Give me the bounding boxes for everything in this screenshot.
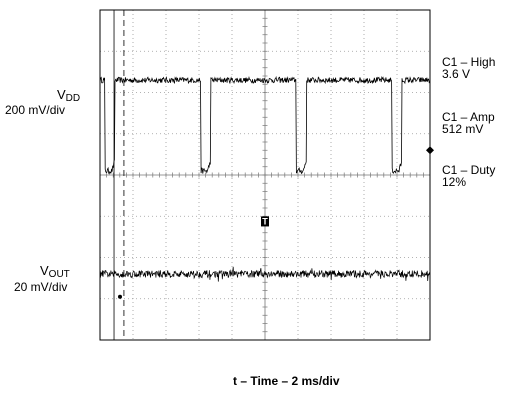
- cursor-lines: [113, 10, 125, 340]
- vdd-label-main: V: [57, 87, 66, 102]
- vout-label: VOUT: [40, 264, 70, 281]
- plot-frame: [99, 9, 431, 341]
- vout-scale: 20 mV/div: [14, 280, 68, 294]
- ch2-ground-marker: [118, 294, 122, 299]
- c1-high-label: C1 – High: [442, 55, 496, 69]
- trigger-marker-box: [261, 216, 269, 227]
- c1-duty-value: 12%: [442, 175, 467, 189]
- vdd-trace: [99, 75, 431, 175]
- traces: [99, 75, 431, 282]
- trigger-marker-label: T: [262, 216, 268, 226]
- c1-duty-label: C1 – Duty: [442, 163, 496, 177]
- vout-label-main: V: [40, 263, 49, 278]
- vout-label-sub: OUT: [48, 269, 70, 280]
- c1-amp-value: 512 mV: [442, 122, 484, 136]
- x-axis-label: t – Time – 2 ms/div: [233, 374, 340, 388]
- trigger-marker: T: [261, 216, 269, 227]
- grid: [99, 9, 431, 341]
- vout-trace: [99, 266, 431, 282]
- vdd-scale: 200 mV/div: [5, 103, 66, 117]
- c1-amp-label: C1 – Amp: [442, 110, 495, 124]
- vdd-label: VDD: [57, 88, 80, 105]
- c1-high-value: 3.6 V: [442, 67, 471, 81]
- vdd-label-sub: DD: [65, 93, 81, 104]
